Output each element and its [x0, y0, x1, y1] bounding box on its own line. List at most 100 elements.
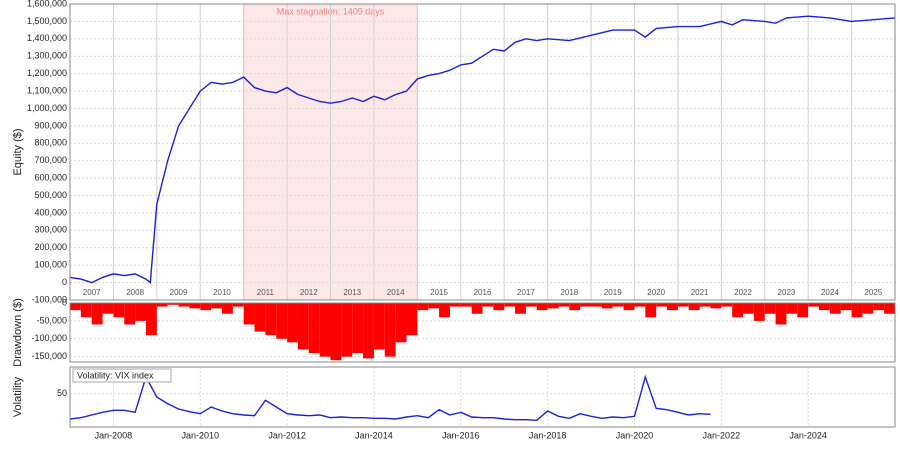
- bar: [395, 303, 407, 343]
- y-tick-label: 1,400,000: [27, 33, 67, 43]
- bar: [384, 303, 396, 357]
- y-tick-label: 600,000: [34, 172, 67, 182]
- panel-background: [70, 4, 895, 300]
- bar: [743, 303, 754, 314]
- y-tick-label: 1,600,000: [27, 0, 67, 8]
- y-tick-label: 1,300,000: [27, 51, 67, 61]
- y-tick-label: 0: [62, 297, 67, 307]
- bar: [753, 303, 765, 321]
- bar: [819, 303, 830, 311]
- bar: [829, 303, 841, 314]
- year-label: 2023: [778, 288, 796, 297]
- bar: [623, 303, 635, 311]
- year-label: 2008: [126, 288, 144, 297]
- bar: [808, 303, 820, 307]
- y-tick-label: 1,000,000: [27, 103, 67, 113]
- panel-frame: [69, 366, 896, 428]
- y-tick-label: -100,000: [31, 294, 67, 304]
- bar: [200, 303, 212, 311]
- bar: [221, 303, 233, 314]
- x-tick-label: Jan-2020: [616, 430, 654, 440]
- bar: [547, 303, 559, 309]
- bar: [493, 303, 505, 311]
- bar: [178, 303, 190, 307]
- bar: [319, 303, 331, 357]
- bar: [156, 303, 168, 307]
- x-tick-label: Jan-2010: [181, 430, 219, 440]
- bar: [601, 303, 613, 309]
- y-axis-title: Drawdown ($): [12, 298, 24, 366]
- y-tick-label: 400,000: [34, 207, 67, 217]
- x-tick-label: Jan-2024: [789, 430, 827, 440]
- bar: [688, 303, 700, 311]
- bar: [232, 303, 244, 307]
- bar: [308, 303, 320, 354]
- year-label: 2007: [83, 288, 101, 297]
- year-label: 2019: [604, 288, 622, 297]
- year-label: 2021: [691, 288, 709, 297]
- bar: [102, 303, 114, 314]
- bar: [591, 303, 602, 307]
- bar: [243, 303, 255, 325]
- year-label: 2014: [387, 288, 405, 297]
- bar: [482, 303, 494, 307]
- bar: [70, 303, 81, 311]
- year-label: 2020: [647, 288, 665, 297]
- panel-frame: [69, 3, 896, 301]
- bar: [341, 303, 353, 357]
- y-tick-label: 1,200,000: [27, 68, 67, 78]
- y-tick-label: 700,000: [34, 155, 67, 165]
- y-tick-label: 900,000: [34, 120, 67, 130]
- bar: [287, 303, 298, 343]
- bar: [439, 303, 450, 318]
- year-label: 2024: [821, 288, 839, 297]
- legend-box: [72, 368, 172, 383]
- bar: [428, 303, 440, 309]
- bar: [330, 303, 342, 361]
- y-tick-label: 1,500,000: [27, 16, 67, 26]
- bar: [797, 303, 809, 318]
- bar: [91, 303, 103, 325]
- bar: [786, 303, 798, 314]
- panel-frame: [69, 302, 896, 363]
- bar: [536, 303, 548, 311]
- bar: [656, 303, 668, 307]
- x-tick-label: Jan-2018: [529, 430, 567, 440]
- year-label: 2025: [864, 288, 882, 297]
- line: [69, 15, 896, 284]
- bar: [558, 303, 570, 307]
- bar: [580, 303, 592, 307]
- y-tick-label: 200,000: [34, 242, 67, 252]
- bar: [167, 303, 179, 305]
- year-label: 2018: [560, 288, 578, 297]
- year-label: 2015: [430, 288, 448, 297]
- year-label: 2011: [257, 288, 275, 297]
- y-tick-label: 800,000: [34, 138, 67, 148]
- bar: [417, 303, 429, 311]
- bar: [612, 303, 624, 307]
- bar: [645, 303, 657, 318]
- y-tick-label: 100,000: [34, 260, 67, 270]
- line: [69, 374, 711, 422]
- year-label: 2016: [474, 288, 492, 297]
- y-tick-label: -50,000: [36, 315, 67, 325]
- bar: [851, 303, 863, 318]
- x-tick-label: Jan-2014: [355, 430, 393, 440]
- bar: [363, 303, 374, 359]
- bar: [276, 303, 288, 339]
- bar: [721, 303, 733, 307]
- bar: [732, 303, 744, 318]
- bar: [135, 303, 146, 321]
- year-label: 2013: [343, 288, 361, 297]
- bar: [873, 303, 885, 311]
- year-label: 2017: [517, 288, 535, 297]
- y-tick-label: 50: [57, 388, 67, 398]
- bar: [189, 303, 201, 309]
- bar: [352, 303, 364, 354]
- legend-label: Volatility: VIX index: [77, 370, 154, 380]
- bar: [211, 303, 222, 309]
- bar: [297, 303, 309, 350]
- bar: [460, 303, 472, 307]
- x-tick-label: Jan-2012: [268, 430, 306, 440]
